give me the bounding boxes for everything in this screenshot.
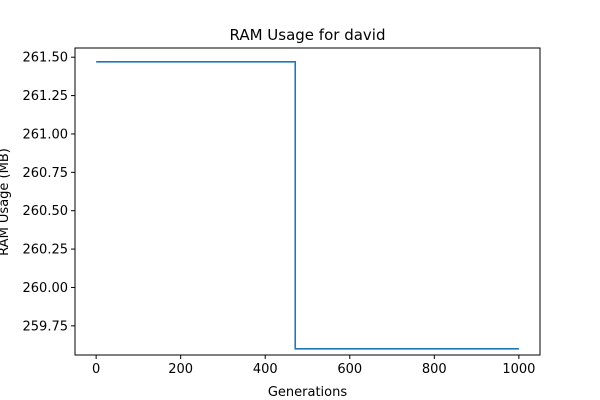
y-tick-label: 261.50 <box>23 51 69 66</box>
chart-title: RAM Usage for david <box>230 26 386 44</box>
x-tick-label: 200 <box>168 362 193 377</box>
y-tick-label: 260.50 <box>23 204 69 219</box>
x-axis-label: Generations <box>268 385 348 400</box>
y-axis-label: RAM Usage (MB) <box>0 148 12 256</box>
plot-area: 0 200 400 600 800 1000 259.75 260.00 260.25 260.5… <box>23 47 541 377</box>
y-tick-label: 261.25 <box>23 89 69 104</box>
x-tick-label: 0 <box>92 362 100 377</box>
x-tick-label: 1000 <box>502 362 535 377</box>
x-tick-label: 400 <box>253 362 278 377</box>
y-tick-label: 261.00 <box>23 127 69 142</box>
y-tick-label: 260.75 <box>23 166 69 181</box>
y-tick-label: 260.00 <box>23 281 69 296</box>
plot-frame <box>74 47 541 356</box>
series-line-0 <box>96 61 519 350</box>
x-tick-label: 800 <box>422 362 447 377</box>
y-tick-label: 260.25 <box>23 243 69 258</box>
y-tick-label: 259.75 <box>23 319 69 334</box>
x-tick-label: 600 <box>337 362 362 377</box>
